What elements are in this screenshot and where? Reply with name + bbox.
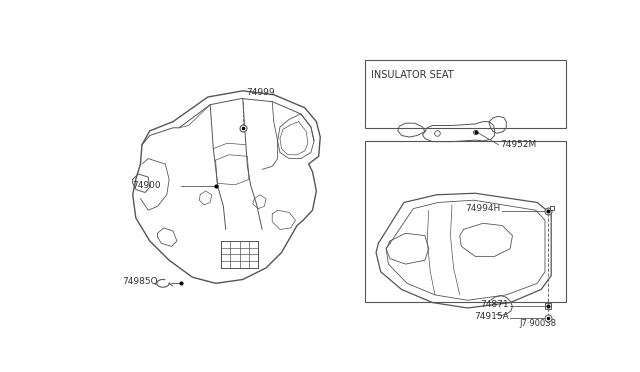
Text: 74900: 74900 bbox=[132, 181, 161, 190]
Text: INSULATOR SEAT: INSULATOR SEAT bbox=[371, 70, 454, 80]
Text: 74871: 74871 bbox=[480, 301, 509, 310]
Bar bbox=[365, 60, 566, 128]
Text: 74952M: 74952M bbox=[500, 140, 536, 149]
Text: 74915A: 74915A bbox=[474, 312, 509, 321]
Text: 74985Q: 74985Q bbox=[123, 277, 158, 286]
Text: 74994H: 74994H bbox=[465, 204, 501, 213]
Bar bbox=[365, 141, 566, 302]
Text: 74999: 74999 bbox=[246, 88, 275, 97]
Text: J7·90038: J7·90038 bbox=[520, 319, 557, 328]
